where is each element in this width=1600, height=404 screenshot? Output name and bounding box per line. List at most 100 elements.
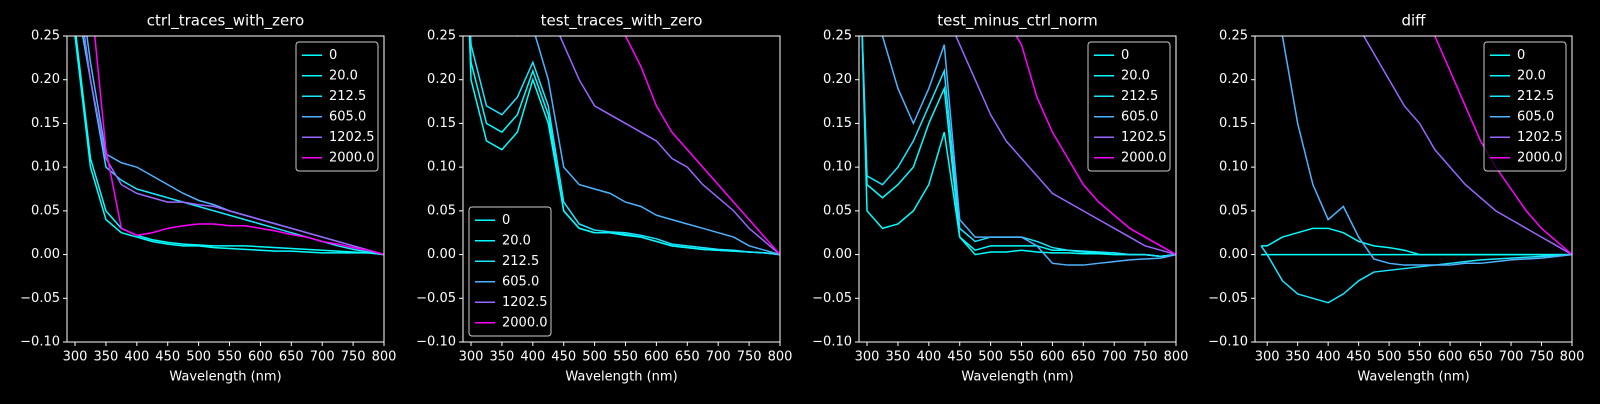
legend-label: 1202.5 [1517, 130, 1563, 145]
x-tick-label: 650 [279, 350, 304, 365]
legend-box [1483, 41, 1567, 172]
y-tick-label: −0.10 [1208, 335, 1248, 350]
y-tick-label: 0.25 [1219, 29, 1248, 44]
x-tick-label: 550 [1407, 350, 1432, 365]
legend-label: 1202.5 [329, 130, 375, 145]
x-axis-label: Wavelength (nm) [1357, 370, 1469, 385]
legend-label: 20.0 [502, 233, 531, 248]
plot-lines [468, 36, 780, 256]
x-tick-label: 400 [1316, 350, 1341, 365]
legend-box [468, 206, 552, 337]
y-tick-label: 0.20 [31, 72, 60, 87]
y-tick-label: 0.25 [823, 29, 852, 44]
legend-label: 1202.5 [502, 295, 548, 310]
legend-label: 20.0 [1121, 68, 1150, 83]
x-tick-label: 650 [1071, 350, 1096, 365]
x-tick-label: 300 [1255, 350, 1280, 365]
x-tick-label: 400 [916, 350, 941, 365]
y-tick-label: 0.00 [1219, 247, 1248, 262]
legend-label: 2000.0 [1517, 150, 1563, 165]
subplot-title: test_minus_ctrl_norm [937, 12, 1098, 31]
subplot: ctrl_traces_with_zero Wavelength (nm) 300 3… [20, 12, 397, 385]
legend-label: 605.0 [1517, 109, 1554, 124]
legend: 0 20.0 212.5 605.0 1202.5 2000.0 [1483, 41, 1567, 172]
x-tick-label: 300 [63, 350, 88, 365]
data-line [1281, 36, 1572, 266]
y-tick-label: 0.15 [31, 116, 60, 131]
data-line [1433, 36, 1572, 256]
y-tick-label: 0.10 [823, 160, 852, 175]
x-tick-label: 800 [768, 350, 793, 365]
x-tick-label: 750 [737, 350, 762, 365]
x-tick-label: 700 [1102, 350, 1127, 365]
legend-label: 212.5 [329, 89, 366, 104]
x-tick-label: 500 [582, 350, 607, 365]
y-tick-label: 0.20 [1219, 72, 1248, 87]
y-tick-label: 0.10 [31, 160, 60, 175]
data-line [469, 36, 780, 256]
data-line [83, 36, 384, 256]
data-line [74, 36, 384, 256]
legend: 0 20.0 212.5 605.0 1202.5 2000.0 [295, 41, 379, 172]
data-line [559, 36, 780, 256]
x-tick-label: 750 [1133, 350, 1158, 365]
axes-frame [1254, 35, 1573, 343]
x-tick-label: 400 [520, 350, 545, 365]
subplot: diff Wavelength (nm) 300 350 400 450 500 550 600… [1208, 12, 1584, 385]
legend-label: 212.5 [502, 254, 539, 269]
data-line [955, 36, 1176, 256]
x-tick-label: 350 [886, 350, 911, 365]
y-tick-label: −0.05 [20, 291, 60, 306]
legend-box [1087, 41, 1171, 172]
data-line [81, 36, 384, 256]
x-tick-label: 600 [1438, 350, 1463, 365]
plot-lines [74, 36, 384, 256]
legend-label: 2000.0 [1121, 150, 1167, 165]
x-tick-label: 450 [1346, 350, 1371, 365]
x-tick-label: 750 [1529, 350, 1554, 365]
x-tick-label: 550 [1009, 350, 1034, 365]
data-line [624, 36, 780, 256]
data-line [75, 36, 384, 256]
y-tick-label: −0.05 [812, 291, 852, 306]
legend-label: 212.5 [1121, 89, 1158, 104]
data-line [1015, 36, 1176, 256]
y-tick-label: 0.20 [823, 72, 852, 87]
axes-frame [462, 35, 781, 343]
data-line [1260, 245, 1572, 304]
x-axis-label: Wavelength (nm) [565, 370, 677, 385]
x-tick-label: 700 [310, 350, 335, 365]
x-tick-label: 600 [248, 350, 273, 365]
y-tick-label: −0.05 [1208, 291, 1248, 306]
legend-label: 0 [329, 48, 337, 63]
x-tick-label: 650 [1468, 350, 1493, 365]
x-tick-label: 450 [155, 350, 180, 365]
y-tick-label: 0.10 [1219, 160, 1248, 175]
data-line [94, 36, 384, 256]
x-tick-label: 450 [551, 350, 576, 365]
y-tick-label: 0.20 [427, 72, 456, 87]
x-tick-label: 800 [372, 350, 397, 365]
y-tick-label: 0.25 [427, 29, 456, 44]
data-line [515, 36, 780, 256]
y-tick-label: −0.10 [20, 335, 60, 350]
y-tick-label: 0.05 [427, 203, 456, 218]
y-tick-label: 0.00 [823, 247, 852, 262]
y-tick-label: 0.10 [427, 160, 456, 175]
legend-label: 0 [1517, 48, 1525, 63]
y-tick-label: 0.05 [1219, 203, 1248, 218]
x-tick-label: 600 [644, 350, 669, 365]
x-tick-label: 500 [1377, 350, 1402, 365]
data-line [1362, 36, 1572, 256]
legend-label: 20.0 [1517, 68, 1546, 83]
legend: 0 20.0 212.5 605.0 1202.5 2000.0 [468, 206, 552, 337]
y-tick-label: −0.05 [416, 291, 456, 306]
data-line [881, 36, 1176, 266]
x-tick-label: 350 [490, 350, 515, 365]
subplot-title: ctrl_traces_with_zero [147, 12, 304, 31]
y-tick-label: −0.10 [416, 335, 456, 350]
y-tick-label: 0.00 [31, 247, 60, 262]
y-tick-label: 0.15 [823, 116, 852, 131]
